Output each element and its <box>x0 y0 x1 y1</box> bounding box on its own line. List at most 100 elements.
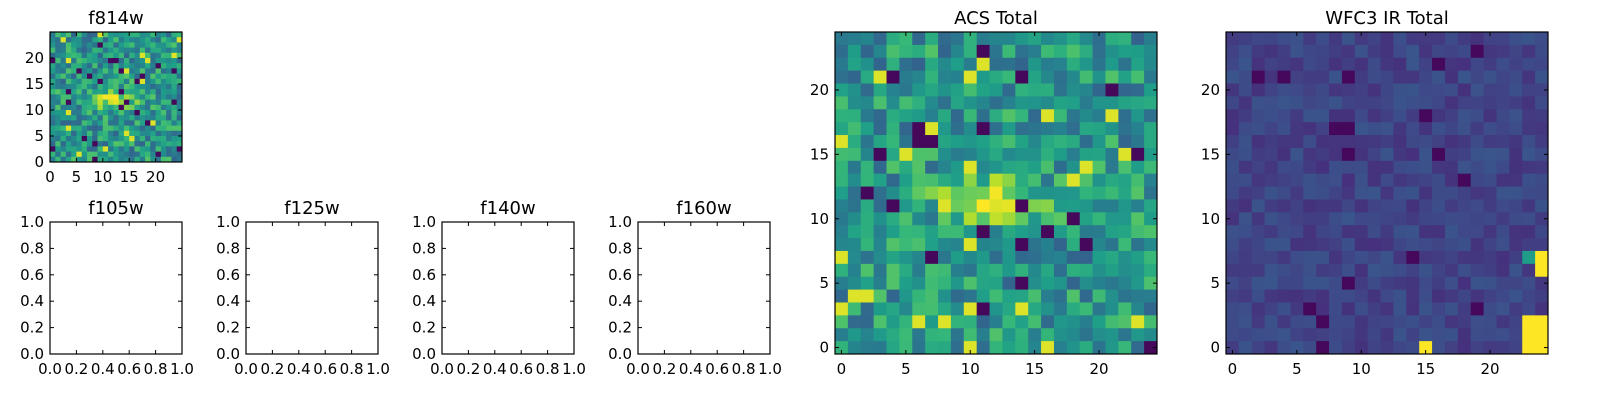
heatmap-cell <box>86 104 93 111</box>
heatmap-cell <box>1535 302 1549 316</box>
heatmap-cell <box>92 89 99 95</box>
heatmap-cell <box>1053 83 1068 97</box>
heatmap-cell <box>86 110 93 116</box>
heatmap-cell <box>118 141 125 147</box>
heatmap-cell <box>847 276 862 291</box>
heatmap-cell <box>1015 160 1029 175</box>
heatmap-cell <box>81 125 88 132</box>
heatmap-cell <box>1329 289 1343 303</box>
heatmap-cell <box>886 109 900 123</box>
heatmap-cell <box>160 156 167 163</box>
heatmap-cell <box>1367 32 1382 46</box>
heatmap-cell <box>1028 32 1042 46</box>
heatmap-cell <box>1509 238 1523 252</box>
heatmap-cell <box>155 151 162 158</box>
heatmap-cell <box>976 57 991 72</box>
heatmap-cell <box>1316 315 1330 329</box>
heatmap-cell <box>1238 212 1253 226</box>
heatmap-cell <box>1015 32 1029 46</box>
heatmap-cell <box>139 37 146 43</box>
heatmap-cell <box>1066 135 1081 149</box>
heatmap-cell <box>1380 135 1394 149</box>
heatmap-cell <box>118 37 125 43</box>
heatmap-cell <box>1303 160 1317 175</box>
heatmap-cell <box>938 160 952 175</box>
heatmap-cell <box>1131 44 1145 59</box>
heatmap-cell <box>1015 315 1029 329</box>
heatmap-cell <box>963 96 978 110</box>
heatmap-cell <box>1053 328 1068 342</box>
heatmap-cell <box>1002 276 1016 291</box>
heatmap-cell <box>145 89 151 95</box>
heatmap-cell <box>912 135 926 149</box>
heatmap-cell <box>1118 147 1132 162</box>
heatmap-cell <box>1131 109 1145 123</box>
heatmap-cell <box>976 250 991 265</box>
heatmap-cell <box>155 120 162 127</box>
heatmap-cell <box>1509 147 1523 162</box>
heatmap-cell <box>1028 328 1042 342</box>
heatmap-cell <box>108 32 114 38</box>
heatmap-cell <box>1238 315 1253 329</box>
heatmap-cell <box>1066 122 1081 136</box>
heatmap-cell <box>102 52 109 59</box>
heatmap-cell <box>1509 315 1523 329</box>
heatmap-cell <box>1226 225 1240 239</box>
heatmap-cell <box>1419 276 1433 291</box>
heatmap-cell <box>1509 225 1523 239</box>
heatmap-cell <box>1238 328 1253 342</box>
heatmap-cell <box>171 110 178 116</box>
heatmap-cell <box>950 160 965 175</box>
heatmap-cell <box>1290 57 1304 72</box>
heatmap-cell <box>113 120 120 127</box>
heatmap-cell <box>1535 44 1549 59</box>
heatmap-cell <box>860 328 875 342</box>
heatmap-cell <box>989 186 1003 200</box>
heatmap-cell <box>938 186 952 200</box>
heatmap-cell <box>123 89 130 95</box>
heatmap-cell <box>938 328 952 342</box>
heatmap-cell <box>1028 289 1042 303</box>
heatmap-cell <box>145 78 151 85</box>
heatmap-cell <box>938 70 952 85</box>
heatmap-cell <box>160 99 167 106</box>
heatmap-cell <box>860 70 875 85</box>
heatmap-cell <box>1367 57 1382 72</box>
y-tick-label: 0 <box>34 153 44 171</box>
heatmap-cell <box>925 276 939 291</box>
heatmap-cell <box>1015 96 1029 110</box>
heatmap-cell <box>1079 302 1094 316</box>
heatmap-cell <box>60 120 67 127</box>
heatmap-cell <box>129 151 135 158</box>
heatmap-cell <box>1329 32 1343 46</box>
heatmap-cell <box>938 212 952 226</box>
heatmap-cell <box>97 110 104 116</box>
heatmap-cell <box>1015 302 1029 316</box>
heatmap-cell <box>1496 122 1510 136</box>
heatmap-cell <box>60 99 67 106</box>
heatmap-cell <box>1406 122 1420 136</box>
heatmap-cell <box>912 302 926 316</box>
heatmap-cell <box>1419 225 1433 239</box>
heatmap-cell <box>886 212 900 226</box>
heatmap-cell <box>873 32 888 46</box>
heatmap-cell <box>1226 315 1240 329</box>
heatmap-cell <box>1303 83 1317 97</box>
y-tick-label: 0.4 <box>412 292 436 310</box>
heatmap-cell <box>1238 96 1253 110</box>
heatmap-cell <box>886 57 900 72</box>
y-tick-label: 1.0 <box>412 213 436 231</box>
heatmap-cell <box>1238 173 1253 188</box>
heatmap-cell <box>55 156 62 163</box>
heatmap-cell <box>171 141 178 147</box>
heatmap-cell <box>1028 250 1042 265</box>
heatmap-cell <box>1053 186 1068 200</box>
heatmap-cell <box>1226 44 1240 59</box>
heatmap-cell <box>150 115 157 121</box>
heatmap-cell <box>155 94 162 101</box>
heatmap-cell <box>123 84 130 90</box>
heatmap-cell <box>1028 173 1042 188</box>
heatmap-cell <box>1354 83 1369 97</box>
heatmap-cell <box>1002 212 1016 226</box>
